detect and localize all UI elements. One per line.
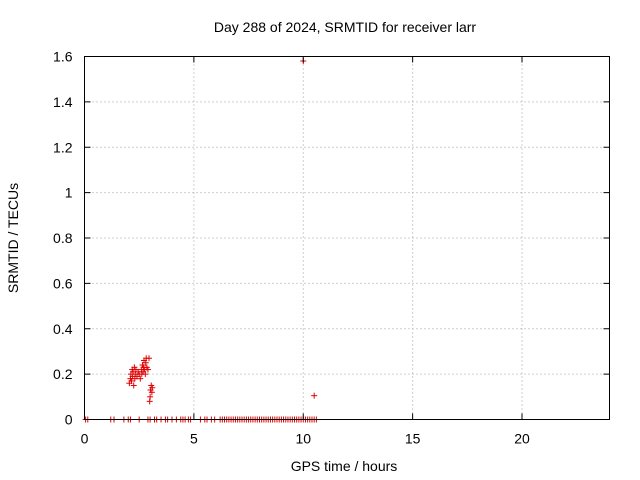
data-series (82, 58, 320, 423)
x-tick-label: 5 (190, 431, 198, 447)
y-tick-label: 1 (65, 185, 73, 201)
data-point (149, 384, 156, 391)
y-axis-label: SRMTID / TECUs (5, 183, 21, 293)
x-tick-label: 0 (81, 431, 89, 447)
x-tick-label: 15 (405, 431, 421, 447)
y-tick-label: 0.4 (53, 321, 73, 337)
chart-title: Day 288 of 2024, SRMTID for receiver lar… (214, 19, 477, 35)
y-tick-labels: 0 0.2 0.4 0.6 0.8 1 1.2 1.4 1.6 (53, 49, 73, 428)
y-tick-label: 0 (65, 412, 73, 428)
x-tick-labels: 0 5 10 15 20 (81, 431, 530, 447)
data-point (128, 377, 135, 384)
data-point (130, 382, 137, 389)
y-tick-label: 0.2 (53, 366, 73, 382)
x-axis-label: GPS time / hours (291, 458, 398, 474)
y-tick-label: 1.6 (53, 49, 73, 65)
y-tick-label: 0.6 (53, 275, 73, 291)
y-tick-label: 1.4 (53, 94, 73, 110)
y-tick-label: 1.2 (53, 139, 73, 155)
data-point (144, 366, 151, 373)
data-point (142, 371, 149, 378)
x-tick-label: 20 (514, 431, 530, 447)
data-point (311, 392, 318, 399)
x-tick-label: 10 (295, 431, 311, 447)
data-point (146, 355, 153, 362)
data-point (137, 375, 144, 382)
y-tick-label: 0.8 (53, 230, 73, 246)
grid-lines (84, 56, 610, 420)
plot-frame (84, 56, 610, 420)
data-point (147, 393, 154, 400)
axis-ticks (84, 56, 610, 420)
